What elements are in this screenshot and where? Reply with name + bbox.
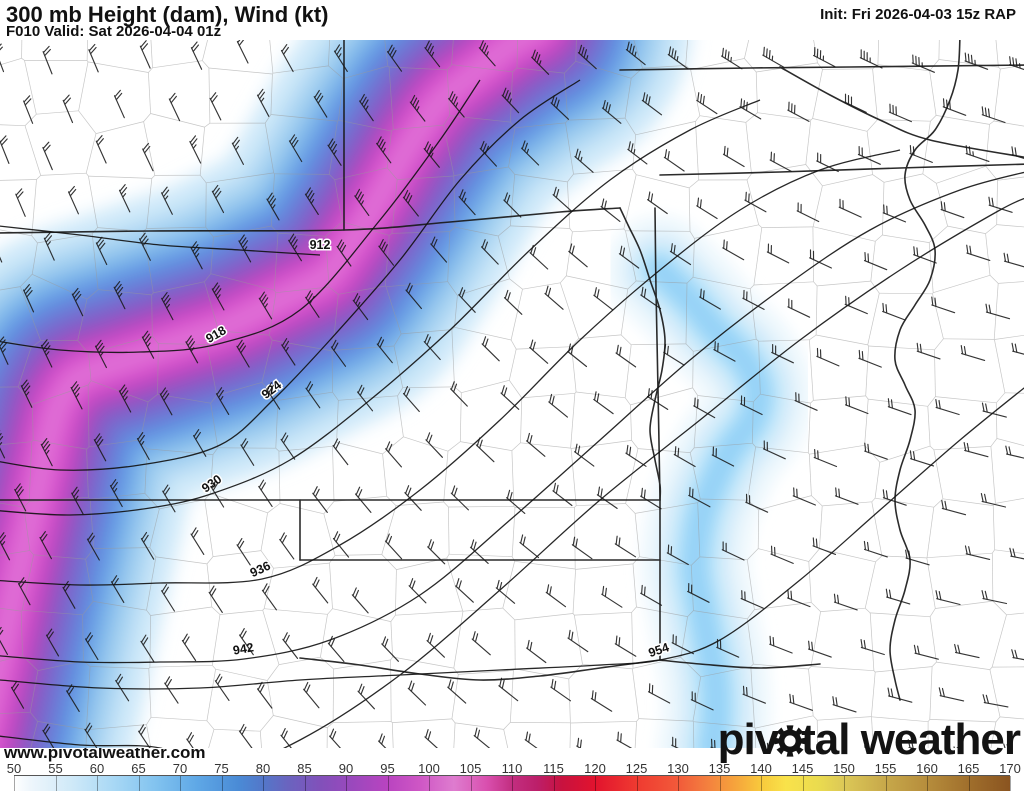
svg-text:912: 912	[310, 238, 331, 252]
